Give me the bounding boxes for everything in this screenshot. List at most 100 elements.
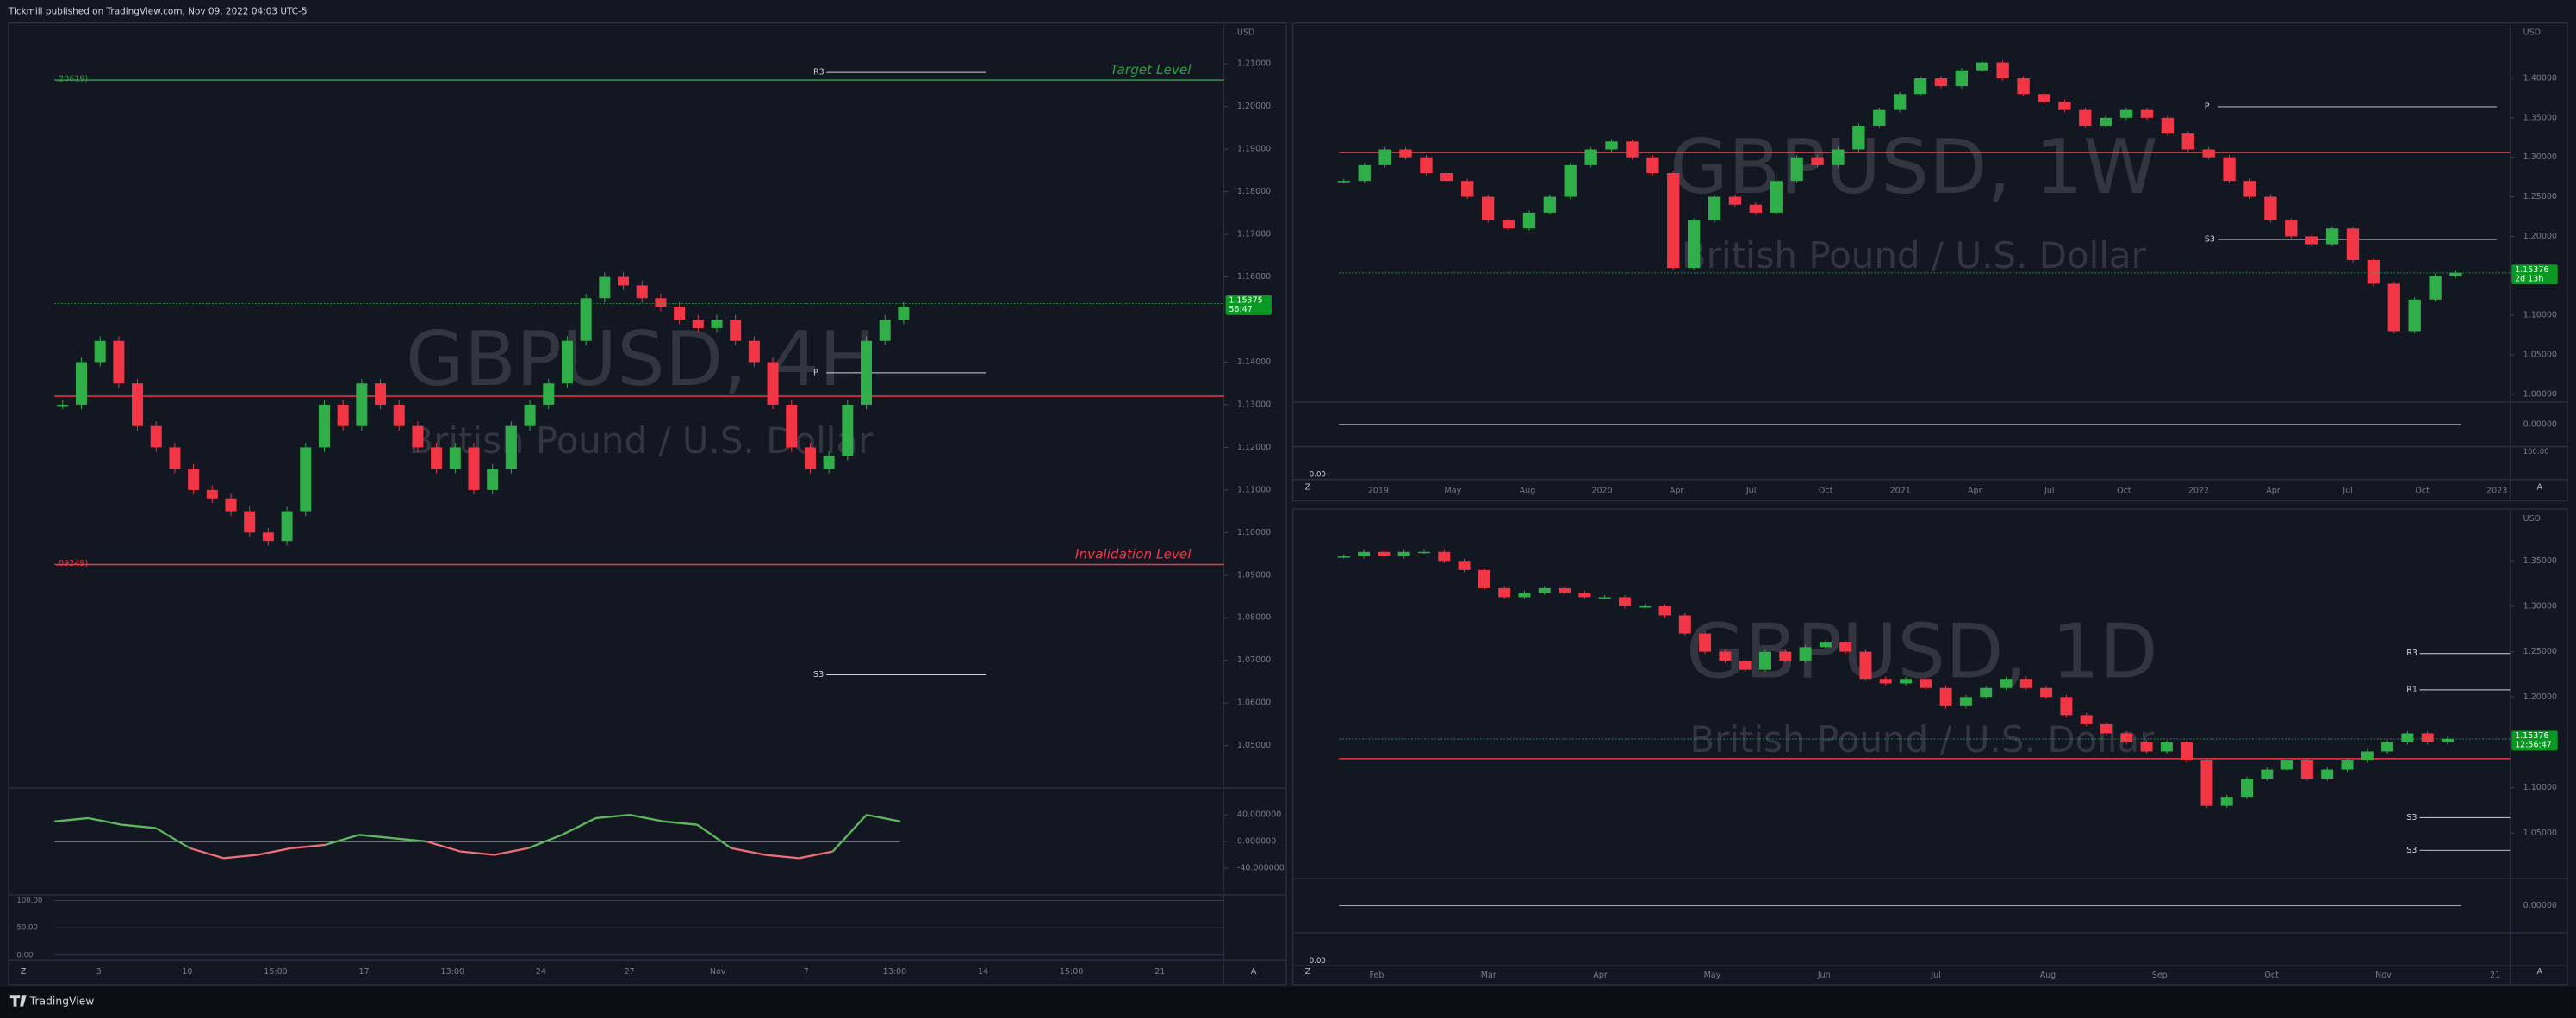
- candle: [674, 307, 686, 320]
- candle: [823, 456, 835, 469]
- candle: [1337, 181, 1350, 183]
- x-tick-label: 3: [96, 967, 102, 977]
- osc-segment: [663, 820, 698, 826]
- candle: [2220, 797, 2233, 806]
- candle: [1699, 633, 1712, 652]
- candle: [505, 425, 517, 469]
- candle: [1481, 196, 1495, 221]
- x-tick-label: 7: [804, 967, 809, 977]
- y-tick-label: 1.20000: [2523, 232, 2557, 241]
- last-price-label: 1.15376: [2515, 731, 2548, 741]
- x-tick-label: Aug: [2040, 971, 2056, 980]
- candle: [132, 383, 144, 426]
- candle: [1502, 220, 1515, 229]
- y-tick-label: 1.25000: [2523, 647, 2557, 656]
- osc-segment: [426, 840, 461, 853]
- candle: [188, 469, 200, 490]
- osc-tick-label: -40.000000: [1237, 864, 1285, 873]
- osc-segment: [866, 813, 901, 822]
- x-tick-label: 17: [359, 967, 370, 977]
- candle: [1852, 125, 1865, 150]
- candle: [2200, 760, 2213, 806]
- osc-segment: [155, 827, 190, 849]
- y-tick-label: 1.18000: [1237, 187, 1271, 196]
- osc-segment: [291, 843, 326, 849]
- candle: [57, 404, 69, 407]
- candle: [2100, 723, 2112, 734]
- osc-segment: [190, 847, 224, 860]
- candle: [1980, 687, 1993, 698]
- x-tick-label: Sep: [2152, 971, 2168, 980]
- candle: [2381, 742, 2394, 752]
- footer-bar: [0, 986, 2576, 1018]
- candle: [2421, 733, 2434, 742]
- x-tick-label: Jul: [2342, 487, 2352, 496]
- osc-segment: [629, 813, 664, 822]
- osc-segment: [527, 834, 563, 849]
- candle: [1498, 587, 1511, 598]
- y-tick-label: 1.21000: [1237, 59, 1271, 69]
- y-tick-label: 1.07000: [1237, 655, 1271, 665]
- candle: [2401, 733, 2414, 742]
- x-tick-label: 2023: [2486, 487, 2507, 496]
- auto-scale-button: A: [2536, 483, 2542, 493]
- y-tick-label: 1.35000: [2523, 113, 2557, 122]
- pivot-label: S3: [2406, 813, 2417, 822]
- pivot-label: P: [2205, 102, 2210, 111]
- osc2-bottom-label: 0.00: [1310, 470, 1326, 479]
- watermark-title: GBPUSD, 1W: [1670, 123, 2158, 211]
- candle: [1399, 149, 1412, 158]
- candle: [1518, 593, 1531, 598]
- x-tick-label: 2020: [1591, 487, 1612, 496]
- x-tick-label: 2022: [2188, 487, 2209, 496]
- candle: [2058, 102, 2071, 110]
- candle: [2241, 779, 2254, 798]
- candle: [2140, 109, 2154, 118]
- y-tick-label: 1.12000: [1237, 443, 1271, 452]
- candle: [468, 447, 480, 490]
- candle: [748, 340, 760, 363]
- candle: [2280, 760, 2293, 770]
- candle: [1959, 697, 1972, 706]
- candle: [1739, 661, 1752, 670]
- candle: [2441, 738, 2454, 742]
- pivot-label: S3: [2205, 235, 2215, 245]
- candle: [2346, 228, 2360, 260]
- candle: [804, 447, 816, 469]
- y-tick-label: 1.16000: [1237, 272, 1271, 282]
- auto-scale-button: A: [2536, 967, 2542, 977]
- candle: [1397, 551, 1410, 557]
- candle: [2321, 769, 2334, 779]
- osc2-bottom-label: 0.00: [1310, 957, 1326, 965]
- candle: [113, 340, 125, 384]
- candle: [2387, 283, 2400, 332]
- y-tick-label: 1.20000: [1237, 102, 1271, 111]
- countdown-label: 2d 13h: [2515, 275, 2543, 284]
- watermark-subtitle: British Pound / U.S. Dollar: [1689, 718, 2155, 760]
- osc-tick-label: 0.000000: [1237, 837, 1276, 847]
- x-tick-label: Oct: [1819, 487, 1833, 496]
- candle: [281, 511, 293, 542]
- candle: [1564, 164, 1577, 197]
- y-tick-label: 1.10000: [2523, 311, 2557, 320]
- osc-segment: [595, 813, 631, 820]
- candle: [1996, 62, 2009, 78]
- candle: [1559, 587, 1571, 593]
- candle: [2181, 742, 2193, 761]
- y-tick-label: 1.06000: [1237, 698, 1271, 708]
- candle: [1358, 164, 1371, 182]
- y-tick-label: 1.14000: [1237, 357, 1271, 367]
- candle: [1839, 642, 1852, 652]
- candle: [524, 404, 536, 426]
- candle: [1618, 597, 1631, 606]
- candle: [318, 404, 330, 448]
- candle: [2223, 157, 2236, 182]
- candle: [1879, 679, 1892, 684]
- pivot-label: R3: [2406, 649, 2417, 658]
- candle: [1799, 647, 1812, 661]
- candle: [2305, 236, 2318, 245]
- candle: [1378, 551, 1391, 557]
- candle: [730, 320, 742, 341]
